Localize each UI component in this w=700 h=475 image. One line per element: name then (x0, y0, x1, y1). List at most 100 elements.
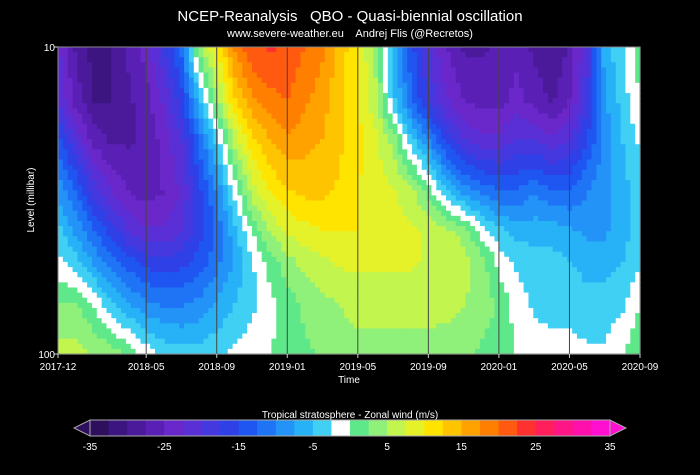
heatmap-cell (606, 241, 612, 248)
heatmap-cell (150, 52, 156, 58)
heatmap-cell (412, 62, 418, 69)
heatmap-cell (358, 87, 365, 94)
heatmap-cell (625, 103, 631, 109)
heatmap-cell (382, 246, 389, 253)
heatmap-cell (412, 87, 418, 94)
heatmap-cell (329, 103, 336, 109)
heatmap-cell (547, 98, 554, 104)
heatmap-cell (382, 77, 389, 84)
heatmap-cell (475, 93, 481, 99)
heatmap-cell (242, 251, 248, 258)
heatmap-cell (489, 62, 496, 69)
heatmap-cell (528, 98, 534, 104)
heatmap-cell (232, 210, 239, 217)
heatmap-cell (130, 57, 137, 63)
heatmap-cell (392, 241, 399, 248)
heatmap-cell (625, 159, 631, 166)
heatmap-cell (222, 118, 229, 125)
heatmap-cell (421, 200, 428, 207)
heatmap-cell (426, 200, 433, 207)
heatmap-cell (96, 246, 103, 253)
heatmap-cell (528, 108, 534, 115)
heatmap-cell (620, 67, 627, 74)
heatmap-cell (460, 103, 466, 109)
heatmap-cell (368, 149, 374, 156)
heatmap-cell (513, 149, 520, 156)
heatmap-cell (310, 57, 316, 63)
heatmap-cell (397, 241, 403, 248)
heatmap-cell (543, 139, 549, 145)
heatmap-cell (533, 174, 539, 181)
heatmap-cell (125, 149, 132, 156)
heatmap-cell (305, 241, 311, 248)
heatmap-cell (300, 241, 306, 248)
heatmap-cell (155, 226, 161, 232)
heatmap-cell (159, 149, 166, 156)
heatmap-cell (116, 72, 122, 79)
heatmap-cell (91, 93, 98, 99)
heatmap-cell (620, 180, 627, 186)
heatmap-cell (106, 256, 112, 263)
heatmap-cell (344, 62, 350, 69)
heatmap-cell (373, 154, 379, 161)
heatmap-cell (552, 77, 559, 84)
heatmap-cell (285, 154, 292, 161)
heatmap-cell (237, 210, 243, 217)
heatmap-cell (101, 251, 108, 258)
heatmap-cell (164, 251, 171, 258)
heatmap-cell (402, 169, 408, 176)
heatmap-cell (82, 154, 88, 161)
heatmap-cell (382, 93, 389, 99)
heatmap-cell (242, 241, 248, 248)
heatmap-cell (538, 180, 544, 186)
heatmap-cell (242, 164, 248, 171)
heatmap-cell (475, 82, 481, 89)
heatmap-cell (630, 185, 636, 191)
heatmap-cell (242, 226, 248, 232)
heatmap-cell (276, 154, 282, 161)
heatmap-cell (295, 195, 302, 202)
heatmap-cell (397, 77, 403, 84)
heatmap-cell (101, 231, 108, 237)
heatmap-cell (203, 67, 209, 74)
heatmap-cell (479, 169, 486, 176)
heatmap-cell (504, 210, 510, 217)
heatmap-cell (203, 72, 209, 79)
heatmap-cell (91, 133, 98, 140)
heatmap-cell (188, 251, 195, 258)
heatmap-cell (484, 47, 491, 53)
heatmap-cell (518, 128, 525, 135)
heatmap-cell (329, 210, 336, 217)
heatmap-cell (179, 256, 185, 263)
heatmap-cell (111, 67, 117, 74)
heatmap-cell (572, 180, 578, 186)
heatmap-cell (208, 82, 214, 89)
heatmap-cell (494, 93, 500, 99)
heatmap-cell (552, 220, 559, 227)
heatmap-cell (363, 93, 369, 99)
heatmap-cell (145, 128, 151, 135)
heatmap-cell (591, 139, 597, 145)
heatmap-cell (455, 98, 462, 104)
heatmap-cell (552, 185, 559, 191)
heatmap-cell (392, 149, 399, 156)
heatmap-cell (620, 154, 627, 161)
heatmap-cell (426, 62, 433, 69)
heatmap-cell (460, 123, 466, 130)
heatmap-cell (87, 87, 93, 94)
heatmap-cell (242, 47, 248, 53)
heatmap-cell (300, 113, 306, 120)
heatmap-cell (67, 159, 74, 166)
heatmap-cell (218, 180, 224, 186)
heatmap-cell (470, 113, 476, 120)
heatmap-cell (266, 205, 272, 212)
heatmap-cell (416, 226, 423, 232)
heatmap-cell (412, 52, 418, 58)
heatmap-cell (397, 118, 403, 125)
heatmap-cell (271, 215, 277, 222)
heatmap-cell (252, 144, 258, 150)
heatmap-cell (450, 52, 457, 58)
heatmap-cell (635, 205, 641, 212)
heatmap-cell (441, 205, 447, 212)
heatmap-cell (256, 82, 263, 89)
